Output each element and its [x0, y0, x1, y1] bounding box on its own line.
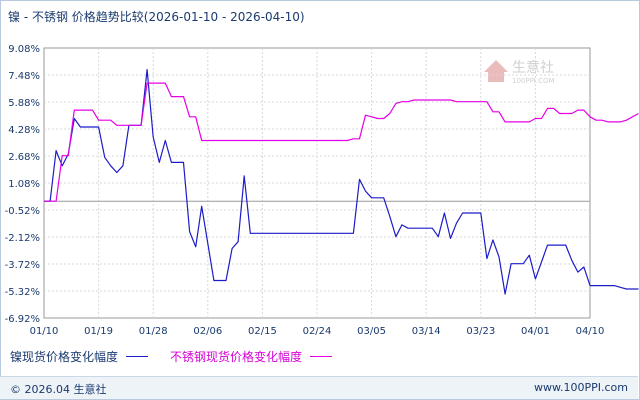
y-tick-label: -3.72% — [5, 260, 40, 271]
y-tick-label: -6.92% — [5, 314, 40, 325]
legend-label-nickel: 镍现货价格变化幅度 — [10, 350, 119, 364]
y-tick-label: 5.88% — [8, 98, 40, 109]
y-tick-label: 1.08% — [8, 179, 40, 190]
legend-label-stainless: 不锈钢现货价格变化幅度 — [170, 350, 303, 364]
x-tick-label: 02/06 — [193, 326, 222, 337]
series-line-stainless — [44, 82, 639, 202]
legend-swatch-nickel — [126, 356, 149, 357]
watermark-site: 100PPI.COM — [512, 77, 555, 85]
x-tick-label: 02/15 — [248, 326, 277, 337]
y-tick-label: -2.12% — [5, 233, 40, 244]
y-tick-label: -0.52% — [5, 206, 40, 217]
chart-legend: 镍现货价格变化幅度 不锈钢现货价格变化幅度 — [10, 348, 354, 365]
x-tick-label: 04/10 — [576, 326, 605, 337]
legend-item-stainless: 不锈钢现货价格变化幅度 — [170, 348, 340, 365]
x-tick-label: 03/05 — [357, 326, 386, 337]
footer-copyright: © 2026.04 生意社 — [10, 383, 107, 396]
y-tick-label: 4.28% — [8, 125, 40, 136]
x-tick-label: 01/19 — [84, 326, 113, 337]
legend-item-nickel: 镍现货价格变化幅度 — [10, 348, 156, 365]
x-tick-label: 02/24 — [303, 326, 332, 337]
y-tick-label: 7.48% — [8, 71, 40, 82]
y-tick-label: 9.08% — [8, 44, 40, 55]
footer-bar: © 2026.04 生意社 www.100PPI.com — [0, 376, 638, 399]
y-tick-label: -5.32% — [5, 287, 40, 298]
x-tick-label: 01/10 — [30, 326, 59, 337]
x-tick-label: 03/23 — [466, 326, 495, 337]
series-line-nickel — [44, 68, 639, 295]
x-tick-label: 01/28 — [139, 326, 168, 337]
watermark-brand: 生意社 — [512, 59, 554, 76]
x-tick-label: 04/01 — [521, 326, 550, 337]
x-tick-label: 03/14 — [412, 326, 441, 337]
y-tick-label: 2.68% — [8, 152, 40, 163]
legend-swatch-stainless — [310, 356, 333, 357]
footer-site-link[interactable]: www.100PPI.com — [534, 381, 628, 394]
watermark-house-icon — [484, 60, 508, 82]
chart-title: 镍 - 不锈钢 价格趋势比较(2026-01-10 - 2026-04-10) — [8, 10, 305, 24]
